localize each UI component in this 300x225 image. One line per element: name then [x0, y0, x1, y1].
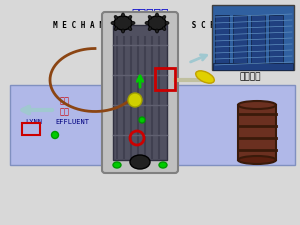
Ellipse shape: [238, 156, 276, 164]
Ellipse shape: [238, 101, 276, 109]
Ellipse shape: [52, 131, 58, 139]
Ellipse shape: [128, 16, 132, 19]
Ellipse shape: [122, 29, 124, 33]
Ellipse shape: [155, 29, 158, 33]
Text: M E C H A N I C A L   B A R   S C R E E N: M E C H A N I C A L B A R S C R E E N: [53, 22, 243, 31]
Ellipse shape: [131, 22, 135, 25]
Ellipse shape: [165, 22, 169, 25]
Ellipse shape: [114, 27, 118, 30]
Ellipse shape: [145, 22, 149, 25]
Bar: [22, 123, 40, 135]
Text: 处理: 处理: [60, 108, 70, 117]
Ellipse shape: [122, 13, 124, 17]
Ellipse shape: [148, 16, 166, 30]
Ellipse shape: [148, 27, 152, 30]
Bar: [251, 15, 265, 67]
Bar: [213, 63, 293, 70]
Bar: [10, 85, 295, 165]
Text: EFFLUENT: EFFLUENT: [55, 119, 89, 125]
FancyBboxPatch shape: [102, 12, 178, 173]
Ellipse shape: [113, 162, 121, 168]
Ellipse shape: [162, 16, 166, 19]
Ellipse shape: [196, 71, 214, 83]
Text: 斜板过滤: 斜板过滤: [239, 72, 261, 81]
Text: LYNN: LYNN: [25, 119, 42, 125]
Bar: [212, 5, 294, 70]
Ellipse shape: [111, 22, 115, 25]
Text: 一级: 一级: [60, 97, 70, 106]
Ellipse shape: [114, 16, 118, 19]
Ellipse shape: [128, 27, 132, 30]
Bar: [269, 15, 283, 67]
Bar: [113, 25, 167, 160]
Bar: [215, 15, 229, 67]
Ellipse shape: [139, 117, 145, 123]
Ellipse shape: [159, 162, 167, 168]
Ellipse shape: [128, 93, 142, 107]
Ellipse shape: [162, 27, 166, 30]
Ellipse shape: [148, 16, 152, 19]
Ellipse shape: [114, 16, 132, 30]
Bar: [233, 15, 247, 67]
Bar: [238, 105, 276, 160]
Ellipse shape: [155, 13, 158, 17]
Ellipse shape: [130, 155, 150, 169]
Text: 全自动格栅: 全自动格栅: [131, 9, 169, 22]
Bar: [155, 68, 175, 90]
